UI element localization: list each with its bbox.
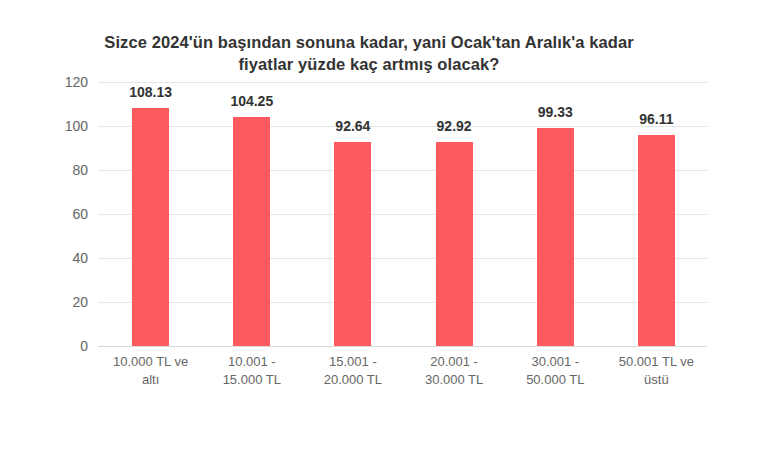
- bar-value-label: 96.11: [606, 112, 706, 127]
- x-axis-category-label: 10.000 TL ve altı: [101, 353, 201, 389]
- x-axis-category-label: 30.001 - 50.000 TL: [505, 353, 605, 389]
- x-axis-category-label: 15.001 - 20.000 TL: [303, 353, 403, 389]
- bar-1: [233, 117, 270, 346]
- y-axis-tick-label: 20: [40, 293, 88, 311]
- bar-value-label: 92.64: [303, 119, 403, 134]
- gridline-60: [98, 214, 707, 215]
- bar-5: [638, 135, 675, 346]
- gridline-120: [98, 82, 707, 83]
- y-axis-tick-label: 80: [40, 161, 88, 179]
- x-axis-category-label: 20.001 - 30.000 TL: [404, 353, 504, 389]
- gridline-40: [98, 258, 707, 259]
- bar-2: [334, 142, 371, 346]
- bar-chart: Sizce 2024'ün başından sonuna kadar, yan…: [0, 0, 760, 452]
- bar-value-label: 99.33: [505, 105, 605, 120]
- y-axis-tick-label: 60: [40, 205, 88, 223]
- y-axis-tick-label: 100: [40, 117, 88, 135]
- y-axis-tick-label: 120: [40, 73, 88, 91]
- gridline-20: [98, 302, 707, 303]
- x-axis-category-label: 50.001 TL ve üstü: [606, 353, 706, 389]
- bar-value-label: 108.13: [101, 85, 201, 100]
- bar-3: [436, 142, 473, 346]
- gridline-80: [98, 170, 707, 171]
- chart-title: Sizce 2024'ün başından sonuna kadar, yan…: [69, 31, 669, 75]
- x-axis-category-label: 10.001 - 15.000 TL: [202, 353, 302, 389]
- bar-0: [132, 108, 169, 346]
- chart-title-line1: Sizce 2024'ün başından sonuna kadar, yan…: [69, 31, 669, 53]
- bar-value-label: 104.25: [202, 94, 302, 109]
- gridline-0: [98, 346, 707, 347]
- bar-value-label: 92.92: [404, 119, 504, 134]
- y-axis-tick-label: 40: [40, 249, 88, 267]
- y-axis-tick-label: 0: [40, 337, 88, 355]
- chart-title-line2: fiyatlar yüzde kaç artmış olacak?: [69, 53, 669, 75]
- bar-4: [537, 128, 574, 347]
